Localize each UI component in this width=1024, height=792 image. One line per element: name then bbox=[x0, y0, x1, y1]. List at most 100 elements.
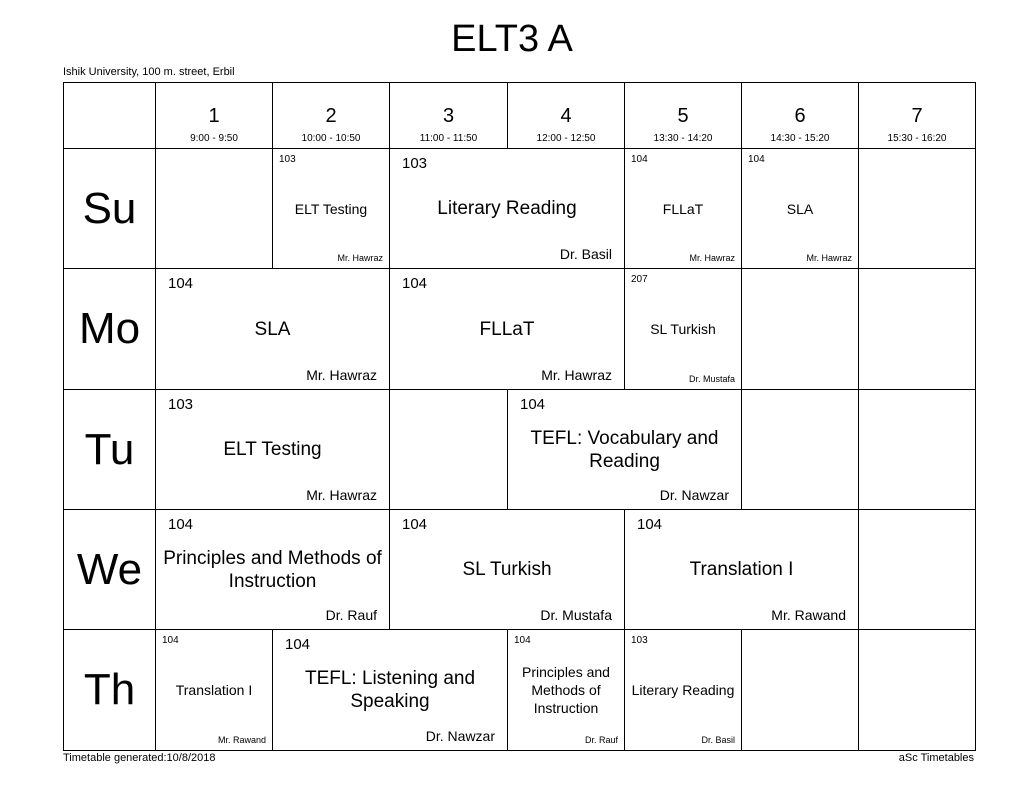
room-number: 104 bbox=[402, 275, 428, 292]
period-header: 4 12:00 - 12:50 bbox=[507, 82, 625, 149]
room-number: 207 bbox=[631, 274, 648, 285]
subject-name: SLA bbox=[254, 318, 291, 340]
period-time: 14:30 - 15:20 bbox=[770, 133, 830, 144]
teacher-name: Mr. Hawraz bbox=[806, 253, 852, 263]
period-header: 2 10:00 - 10:50 bbox=[272, 82, 390, 149]
subject-name: Principles and Methods of Instruction bbox=[522, 664, 610, 716]
teacher-name: Dr. Mustafa bbox=[540, 607, 612, 623]
room-number: 103 bbox=[631, 635, 648, 646]
day-label: Tu bbox=[63, 389, 156, 510]
empty-cell bbox=[858, 389, 976, 510]
teacher-name: Dr. Nawzar bbox=[425, 728, 495, 744]
teacher-name: Mr. Hawraz bbox=[306, 487, 377, 503]
period-time: 11:00 - 11:50 bbox=[419, 133, 478, 144]
empty-cell bbox=[155, 148, 273, 269]
empty-cell bbox=[858, 509, 976, 630]
empty-cell bbox=[858, 268, 976, 390]
period-time: 10:00 - 10:50 bbox=[301, 133, 361, 144]
subject-name: ELT Testing bbox=[294, 200, 368, 217]
lesson-cell: 104 TEFL: Listening and Speaking Dr. Nawza… bbox=[272, 629, 508, 751]
teacher-name: Mr. Hawraz bbox=[337, 253, 383, 263]
period-number: 1 bbox=[208, 105, 220, 127]
teacher-name: Mr. Rawand bbox=[771, 607, 846, 623]
period-time: 9:00 - 9:50 bbox=[190, 133, 238, 144]
teacher-name: Dr. Nawzar bbox=[659, 487, 729, 503]
subject-name: Translation I bbox=[689, 559, 794, 580]
teacher-name: Mr. Hawraz bbox=[306, 367, 377, 383]
teacher-name: Dr. Basil bbox=[559, 246, 612, 262]
room-number: 104 bbox=[514, 635, 531, 646]
subject-name: TEFL: Listening and Speaking bbox=[304, 668, 476, 712]
subject-name: Principles and Methods of Instruction bbox=[163, 547, 382, 592]
period-time: 13:30 - 14:20 bbox=[653, 133, 713, 144]
teacher-name: Mr. Rawand bbox=[217, 735, 266, 745]
period-number: 7 bbox=[911, 105, 923, 127]
period-header: 6 14:30 - 15:20 bbox=[741, 82, 859, 149]
lesson-cell: 104 Principles and Methods of Instruction… bbox=[155, 509, 390, 630]
lesson-cell: 103 Literary Reading Dr. Basil bbox=[389, 148, 625, 269]
teacher-name: Dr. Mustafa bbox=[688, 374, 735, 384]
empty-cell bbox=[741, 268, 859, 390]
page-title: ELT3 A bbox=[451, 18, 573, 60]
room-number: 103 bbox=[402, 155, 428, 172]
lesson-cell: 104 FLLaT Mr. Hawraz bbox=[389, 268, 625, 390]
room-number: 103 bbox=[279, 154, 296, 165]
day-label: Su bbox=[63, 148, 156, 269]
lesson-cell: 103 ELT Testing Mr. Hawraz bbox=[272, 148, 390, 269]
lesson-cell: 104 SLA Mr. Hawraz bbox=[741, 148, 859, 269]
period-header: 5 13:30 - 14:20 bbox=[624, 82, 742, 149]
period-header: 1 9:00 - 9:50 bbox=[155, 82, 273, 149]
period-number: 4 bbox=[560, 105, 572, 127]
empty-cell bbox=[858, 629, 976, 751]
subject-name: SL Turkish bbox=[650, 321, 716, 337]
room-number: 104 bbox=[285, 636, 311, 653]
room-number: 104 bbox=[168, 275, 194, 292]
room-number: 104 bbox=[748, 154, 765, 165]
day-label: Mo bbox=[63, 268, 156, 390]
room-number: 103 bbox=[168, 396, 194, 413]
subject-name: TEFL: Vocabulary and Reading bbox=[530, 427, 719, 472]
teacher-name: Mr. Hawraz bbox=[689, 253, 735, 263]
teacher-name: Dr. Basil bbox=[701, 735, 735, 745]
period-time: 15:30 - 16:20 bbox=[887, 133, 947, 144]
day-label: We bbox=[63, 509, 156, 630]
teacher-name: Dr. Rauf bbox=[325, 607, 377, 623]
room-number: 104 bbox=[402, 516, 428, 533]
subject-name: SLA bbox=[786, 200, 814, 217]
room-number: 104 bbox=[520, 396, 546, 413]
empty-cell bbox=[741, 389, 859, 510]
period-number: 2 bbox=[325, 105, 337, 127]
empty-cell bbox=[858, 148, 976, 269]
subject-name: FLLaT bbox=[479, 318, 535, 340]
room-number: 104 bbox=[631, 154, 648, 165]
subject-name: SL Turkish bbox=[462, 559, 552, 580]
subject-name: Literary Reading bbox=[631, 682, 735, 698]
teacher-name: Dr. Rauf bbox=[584, 735, 618, 745]
room-number: 104 bbox=[168, 516, 194, 533]
day-label: Th bbox=[63, 629, 156, 751]
lesson-cell: 104 SLA Mr. Hawraz bbox=[155, 268, 390, 390]
lesson-cell: 104 Translation I Mr. Rawand bbox=[624, 509, 859, 630]
room-number: 104 bbox=[637, 516, 663, 533]
period-header: 3 11:00 - 11:50 bbox=[389, 82, 508, 149]
period-header: 7 15:30 - 16:20 bbox=[858, 82, 976, 149]
lesson-cell: 207 SL Turkish Dr. Mustafa bbox=[624, 268, 742, 390]
subject-name: Translation I bbox=[175, 682, 253, 698]
subject-name: Literary Reading bbox=[437, 198, 577, 219]
period-number: 6 bbox=[794, 105, 806, 127]
school-address: Ishik University, 100 m. street, Erbil bbox=[63, 66, 235, 78]
subject-name: ELT Testing bbox=[223, 439, 322, 460]
lesson-cell: 103 ELT Testing Mr. Hawraz bbox=[155, 389, 390, 510]
lesson-cell: 104 SL Turkish Dr. Mustafa bbox=[389, 509, 625, 630]
period-time: 12:00 - 12:50 bbox=[536, 133, 596, 144]
empty-cell bbox=[741, 629, 859, 751]
lesson-cell: 104 Translation I Mr. Rawand bbox=[155, 629, 273, 751]
teacher-name: Mr. Hawraz bbox=[541, 367, 612, 383]
room-number: 104 bbox=[162, 635, 179, 646]
generated-date: Timetable generated:10/8/2018 bbox=[63, 752, 216, 764]
lesson-cell: 104 TEFL: Vocabulary and Reading Dr. Nawza… bbox=[507, 389, 742, 510]
empty-cell bbox=[389, 389, 508, 510]
generator-credit: aSc Timetables bbox=[898, 752, 974, 764]
lesson-cell: 104 Principles and Methods of Instruction… bbox=[507, 629, 625, 751]
